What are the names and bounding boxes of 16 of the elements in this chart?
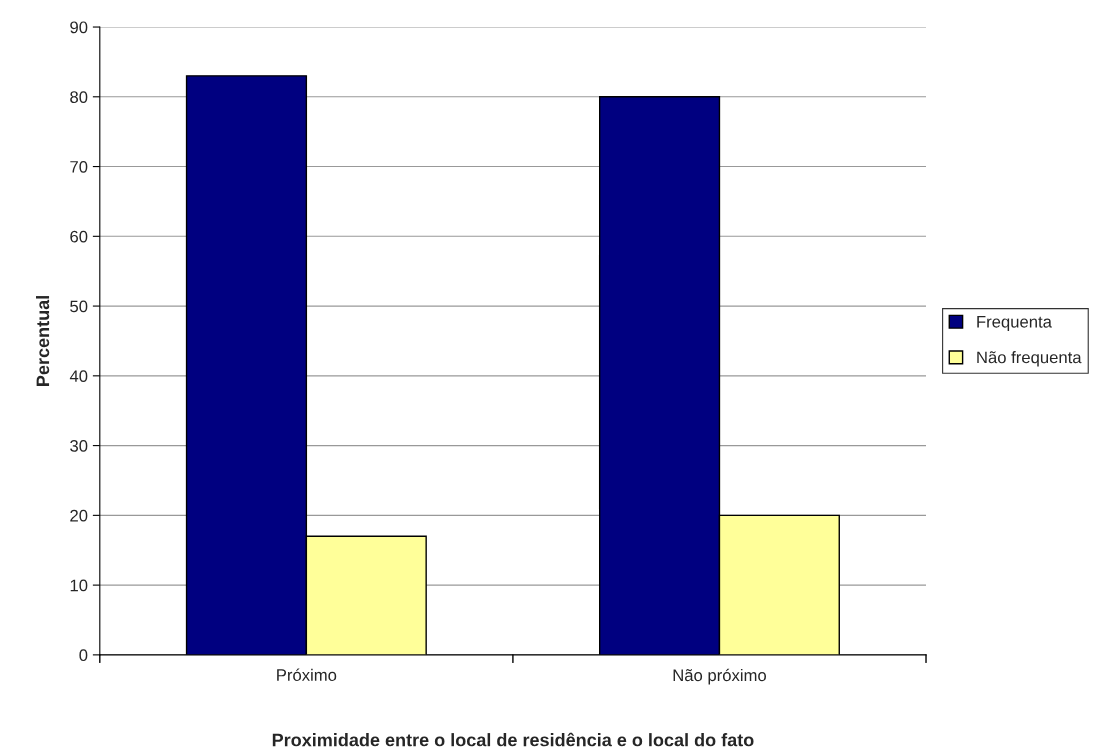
x-tick-label: Não próximo (673, 668, 767, 685)
y-tick-label: 10 (70, 579, 88, 592)
y-tick-label: 20 (70, 509, 88, 522)
y-tick-label: 40 (69, 370, 88, 383)
y-tick-label: 80 (70, 91, 88, 103)
y-tick-label: 60 (70, 230, 88, 243)
y-tick-label: 0 (79, 649, 88, 662)
y-axis-title: Percentual (35, 296, 50, 386)
y-tick-label: 70 (70, 160, 88, 173)
legend-label: Não frequenta (977, 351, 1082, 367)
y-tick-label: 50 (70, 300, 88, 313)
y-tick-label: 90 (70, 21, 88, 34)
y-tick-label: 30 (70, 439, 88, 452)
x-tick-label: Próximo (277, 668, 337, 681)
legend-label: Frequenta (977, 316, 1052, 331)
x-axis-title: Proximidade entre o local de residência e o local do fato (272, 732, 754, 747)
